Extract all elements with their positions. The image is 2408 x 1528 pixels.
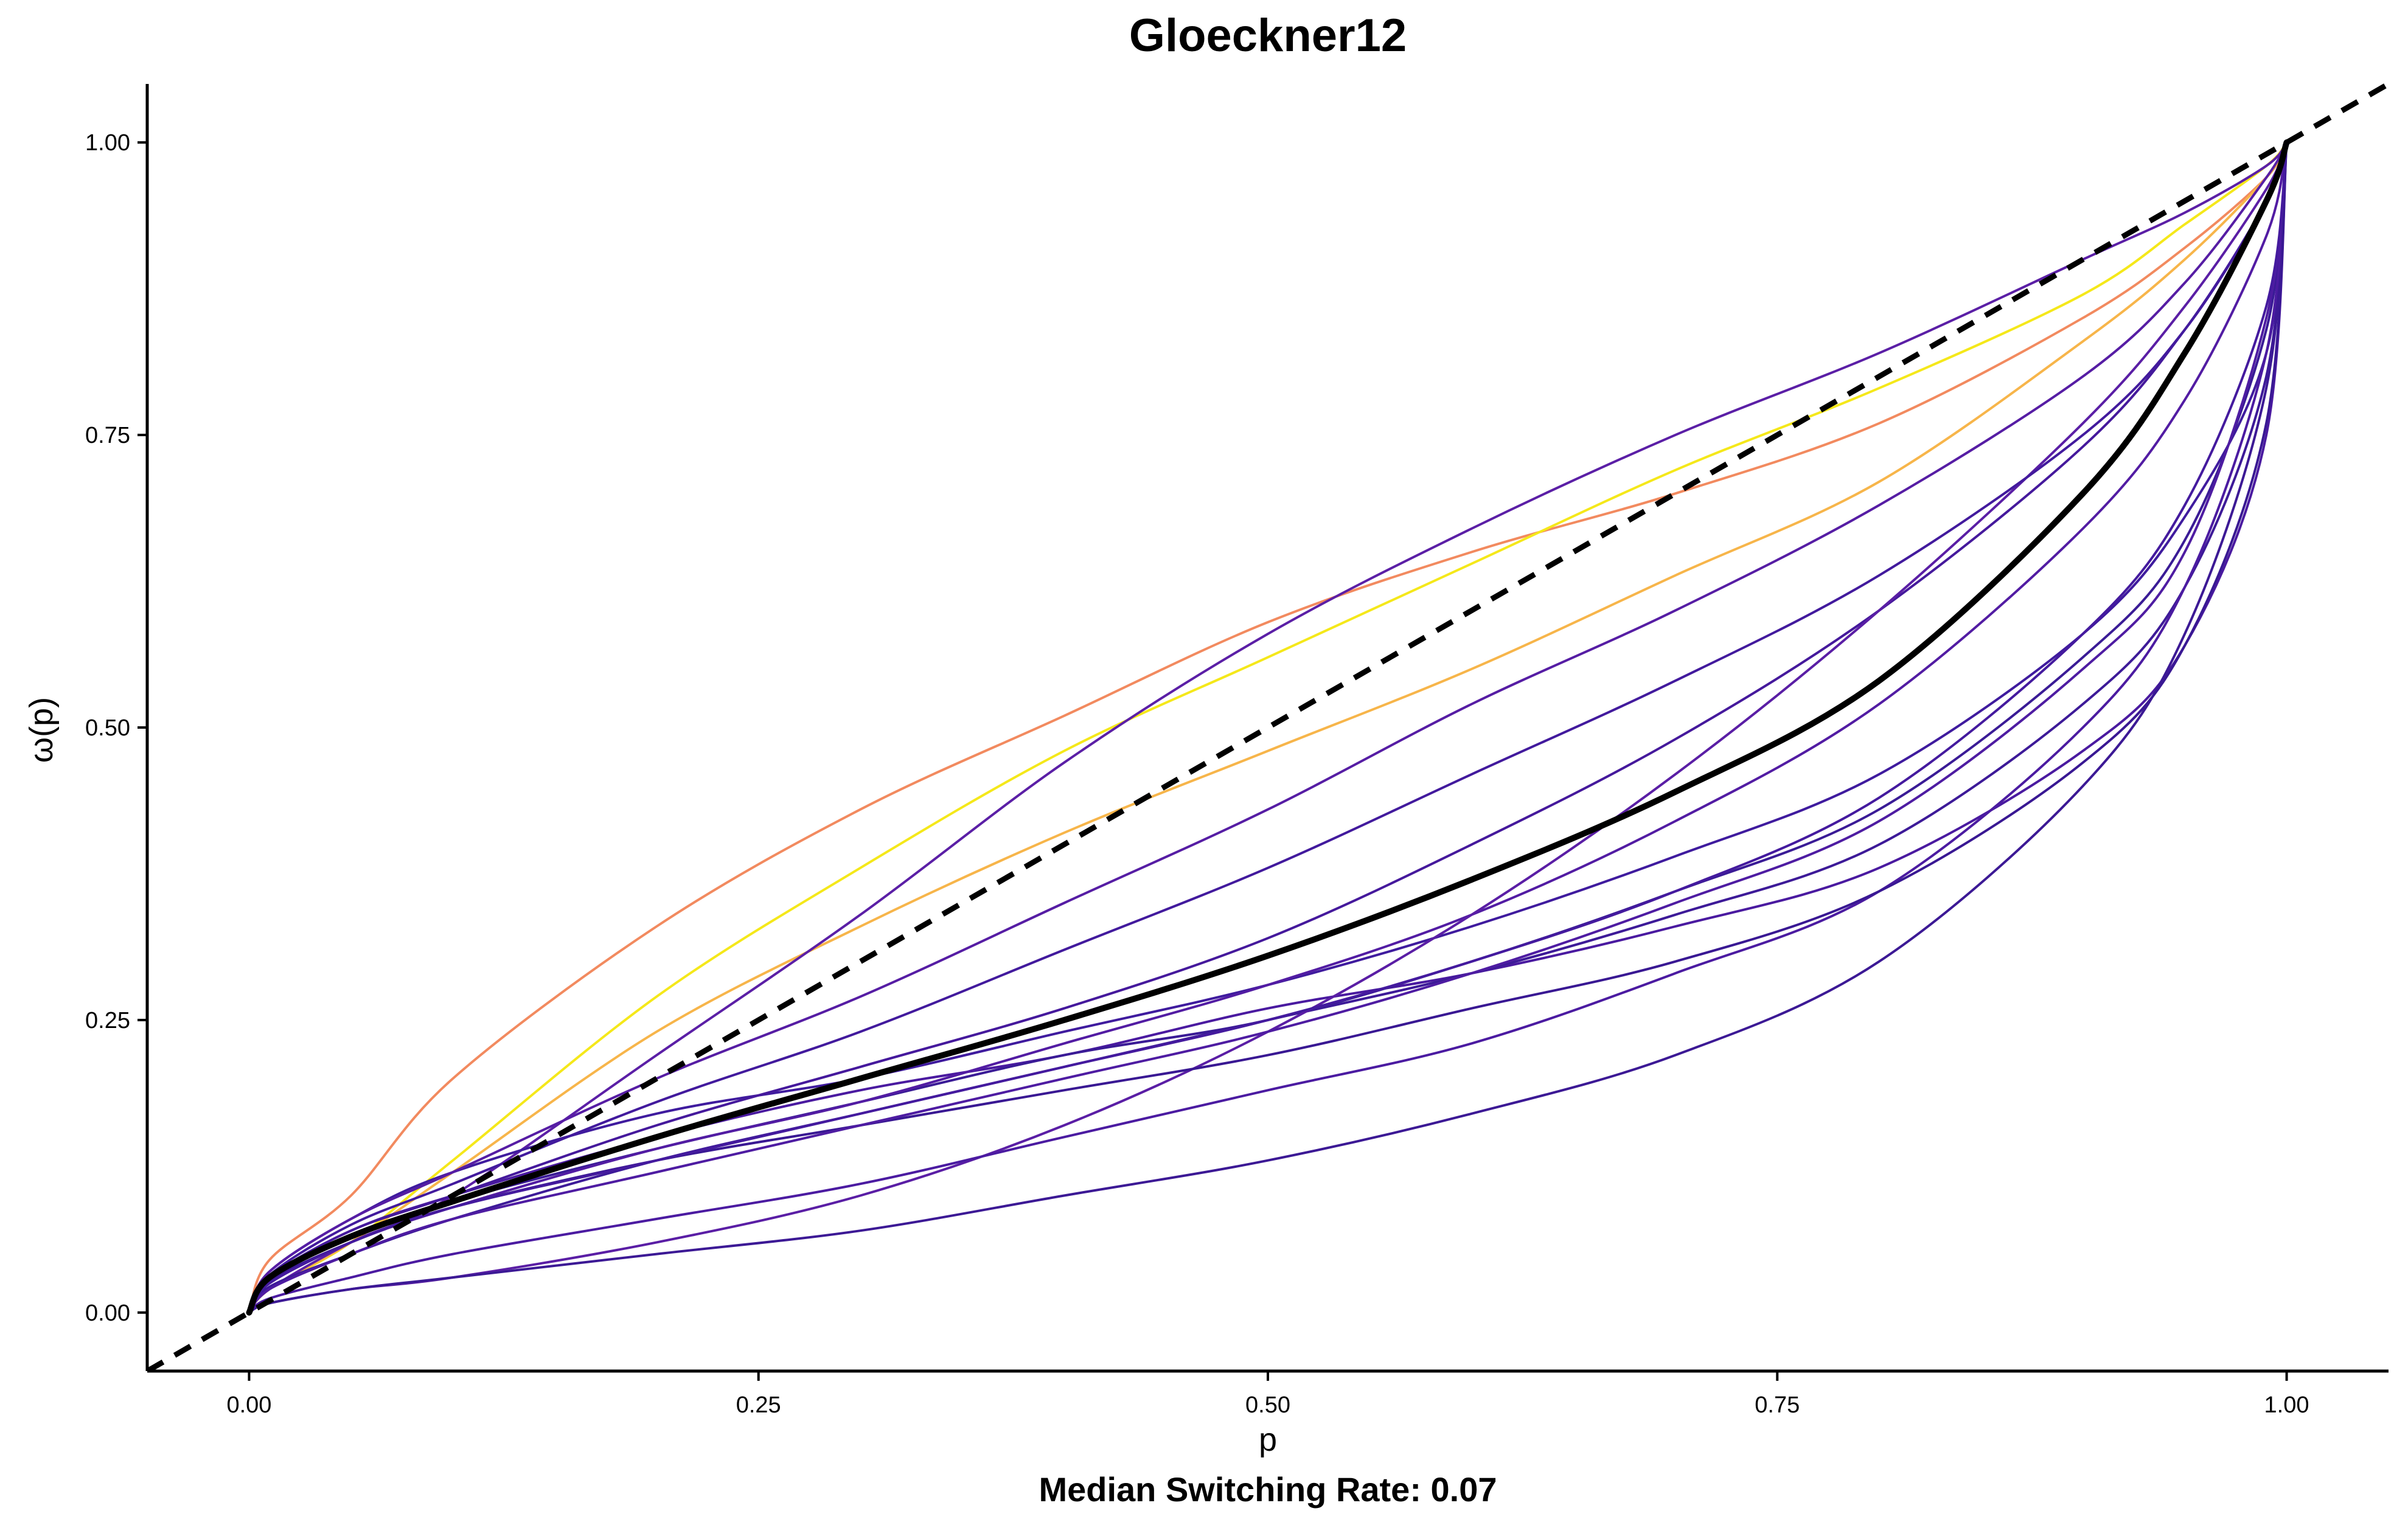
y-tick-label: 0.25 bbox=[85, 1008, 130, 1033]
series-line-2 bbox=[248, 141, 2288, 1314]
y-tick-label: 0.75 bbox=[85, 423, 130, 448]
y-tick-label: 0.00 bbox=[85, 1301, 130, 1326]
series-line-11 bbox=[248, 141, 2288, 1314]
series-line-13 bbox=[248, 141, 2288, 1314]
y-tick-label: 0.50 bbox=[85, 715, 130, 741]
identity-reference-line bbox=[147, 82, 2389, 1371]
axes: 0.00 0.25 0.50 0.75 1.00 0.00 0.25 0.50 0.75 1.00 bbox=[85, 84, 2389, 1418]
x-axis-label: p bbox=[1259, 1422, 1277, 1458]
y-tick-label: 1.00 bbox=[85, 130, 130, 156]
series-line-18 bbox=[248, 141, 2288, 1314]
series-line-15 bbox=[248, 141, 2288, 1314]
series-line-8 bbox=[248, 141, 2288, 1314]
series-line-9 bbox=[248, 141, 2288, 1314]
chart-title: Gloeckner12 bbox=[1129, 10, 1407, 61]
x-tick-label: 0.00 bbox=[226, 1392, 271, 1418]
plot-area bbox=[147, 82, 2389, 1371]
x-tick-label: 0.25 bbox=[736, 1392, 781, 1418]
series-line-10 bbox=[248, 141, 2288, 1314]
series-line-17 bbox=[248, 141, 2288, 1314]
chart-caption: Median Switching Rate: 0.07 bbox=[1039, 1470, 1497, 1509]
series-line-3 bbox=[248, 141, 2288, 1314]
series-line-12 bbox=[248, 141, 2288, 1314]
series-line-4 bbox=[248, 141, 2288, 1314]
x-tick-label: 0.75 bbox=[1755, 1392, 1800, 1418]
series-line-14 bbox=[248, 141, 2288, 1314]
series-line-16 bbox=[248, 141, 2288, 1314]
series-line-6 bbox=[248, 141, 2288, 1314]
median-curve bbox=[246, 139, 2290, 1316]
series-line-7 bbox=[248, 141, 2288, 1314]
series-line-1 bbox=[248, 141, 2288, 1314]
series-line-5 bbox=[248, 141, 2288, 1314]
y-axis-label: ω(p) bbox=[23, 697, 60, 763]
x-tick-label: 0.50 bbox=[1245, 1392, 1290, 1418]
x-tick-label: 1.00 bbox=[2264, 1392, 2309, 1418]
